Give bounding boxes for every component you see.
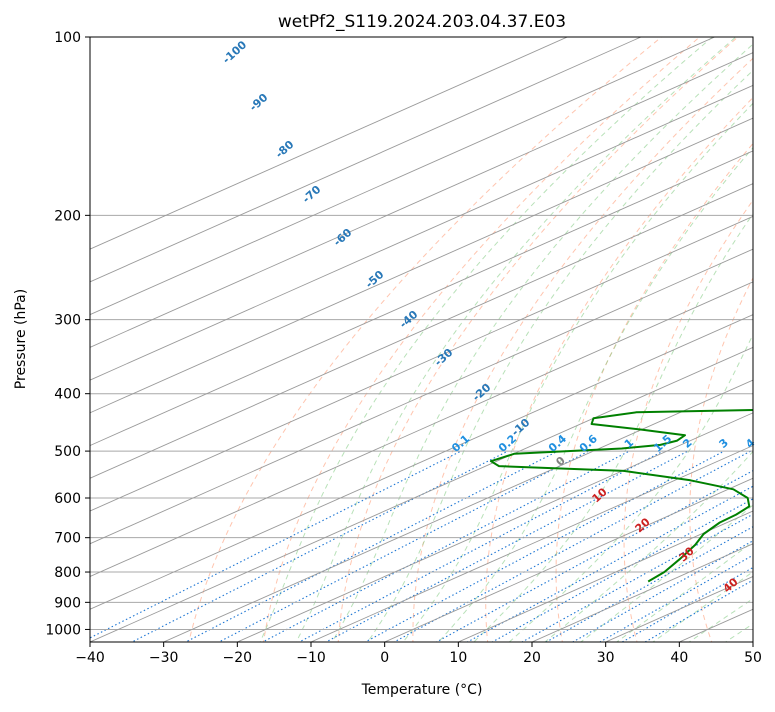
dry-adiabat [486, 24, 775, 654]
adiabat-label: 20 [633, 515, 653, 535]
x-tick-label: 40 [670, 650, 688, 666]
y-tick-label: 100 [54, 30, 81, 46]
y-tick-label: 300 [54, 313, 81, 329]
y-tick-label: 500 [54, 444, 81, 460]
x-tick-label: −20 [223, 650, 253, 666]
y-tick-label: 400 [54, 387, 81, 403]
y-tick-label: 600 [54, 491, 81, 507]
x-tick-label: 20 [523, 650, 541, 666]
moist-adiabat [708, 37, 775, 654]
isotherm-line [0, 24, 775, 654]
mixing-ratio-line [109, 451, 508, 654]
dry-adiabat [556, 24, 775, 654]
y-tick-label: 200 [54, 208, 81, 224]
moist-adiabat [496, 37, 775, 654]
chart-title: wetPf2_S119.2024.203.04.37.E03 [278, 12, 566, 32]
dry-adiabat [690, 24, 775, 654]
moist-adiabat [255, 37, 713, 654]
dry-adiabat [186, 24, 678, 654]
mixing-ratio-label: 3 [717, 436, 731, 451]
mixing-ratio-label: 2 [680, 436, 694, 451]
isotherm-line [0, 24, 775, 654]
isotherm-line [0, 24, 775, 654]
x-tick-label: 10 [449, 650, 467, 666]
mixing-ratio-line [471, 451, 775, 654]
adiabat-label: -70 [300, 183, 324, 206]
adiabat-label: -90 [247, 91, 271, 114]
isotherm-line [0, 24, 775, 654]
moist-adiabat-lines [255, 37, 775, 654]
isotherm-line [0, 24, 744, 654]
x-tick-label: −10 [296, 650, 326, 666]
x-tick-label: −30 [149, 650, 179, 666]
y-tick-label: 900 [54, 595, 81, 611]
isotherm-line [431, 24, 775, 654]
adiabat-label: -20 [470, 381, 494, 404]
y-axis-label: Pressure (hPa) [13, 289, 29, 389]
isotherm-line [0, 24, 775, 654]
moist-adiabat [636, 37, 775, 654]
adiabat-label: -50 [363, 268, 387, 291]
adiabat-label: -80 [273, 138, 297, 161]
temperature-profile-line [765, 37, 775, 582]
moist-adiabat [325, 37, 761, 654]
isotherm-line [652, 24, 775, 654]
adiabat-label: 40 [721, 575, 741, 595]
isotherm-line [63, 24, 775, 654]
x-tick-label: −40 [75, 650, 105, 666]
dry-adiabat [413, 24, 775, 654]
isotherm-line [0, 24, 775, 654]
y-tick-label: 800 [54, 565, 81, 581]
isotherm-line [0, 24, 775, 654]
adiabat-label: 0 [553, 454, 568, 469]
mixing-ratio-line [304, 451, 688, 654]
x-axis-label: Temperature (°C) [361, 682, 483, 698]
dry-adiabat [754, 24, 775, 654]
x-tick-label: 0 [380, 650, 389, 666]
x-tick-label: 30 [597, 650, 615, 666]
mixing-ratio-line [240, 451, 629, 654]
x-tick-label: 50 [744, 650, 762, 666]
y-tick-label: 1000 [45, 622, 81, 638]
isotherm-line [505, 24, 775, 654]
y-tick-label: 700 [54, 531, 81, 547]
isotherm-line [284, 24, 775, 654]
adiabat-label: -30 [432, 346, 456, 369]
isotherm-lines [0, 24, 775, 654]
adiabat-label: -60 [331, 226, 355, 249]
isotherm-line [0, 24, 775, 654]
adiabat-label: -40 [397, 308, 421, 331]
isotherm-line [0, 24, 775, 654]
mixing-ratio-lines [58, 451, 775, 654]
adiabat-label: -100 [220, 38, 249, 66]
